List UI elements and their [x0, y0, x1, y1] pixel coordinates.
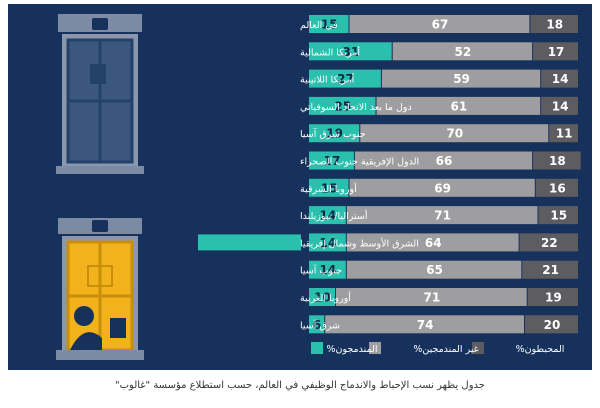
bar-segment-1-row-8: [309, 206, 346, 225]
category-label: الدول الإفريقية جنوب الصحراء: [300, 157, 419, 168]
category-label: جنوب آسيا: [300, 264, 342, 277]
bar-segment-1-row-9: [309, 233, 346, 252]
legend-label: المحبطون%: [516, 344, 565, 355]
data-label: 14: [552, 99, 569, 113]
data-label: 16: [549, 181, 566, 195]
bar-segment-2-row-9: [346, 233, 519, 252]
data-label: 74: [417, 318, 434, 332]
category-label: شرق آسيا: [300, 318, 340, 331]
data-label: 11: [556, 127, 573, 141]
bar-segment-1-row-12: [309, 315, 325, 334]
data-label: 31: [342, 45, 359, 59]
bar-segment-2-row-6: [354, 151, 533, 170]
data-label: 17: [324, 154, 341, 168]
data-label: 14: [320, 209, 337, 223]
category-label: أستراليا/ نيوزيلندا: [300, 209, 368, 222]
bar-segment-2-row-10: [346, 260, 522, 279]
bar-segment-1-row-7: [309, 178, 349, 197]
data-label: 71: [423, 291, 440, 305]
data-label: 14: [320, 263, 337, 277]
legend-label: المندمجون%: [326, 344, 377, 355]
data-label: 22: [541, 236, 558, 250]
category-label: جنوب شرق آسيا: [300, 127, 366, 140]
bar-segment-3-row-1: [530, 15, 578, 33]
category-label: الشرق الأوسط وشمال إفريقيا: [300, 237, 419, 249]
bar-segment-2-row-3: [381, 69, 541, 88]
bar-segment-3-row-4: [541, 96, 578, 115]
data-label: 21: [542, 263, 559, 277]
bar-segment-3-row-12: [525, 315, 578, 334]
category-label-highlight: [198, 234, 301, 251]
lit-window-illustration: [56, 218, 144, 360]
legend-swatch: [472, 342, 484, 354]
data-label: 25: [334, 99, 351, 113]
chart-caption: جدول يظهر نسب الإحباط والاندماج الوظيفي …: [115, 380, 485, 391]
data-label: 27: [337, 72, 354, 86]
bar-segment-2-row-11: [336, 288, 527, 306]
data-label: 15: [321, 18, 338, 32]
category-label: أمريكا اللاتينية: [300, 73, 355, 86]
bar-segment-1-row-6: [309, 151, 354, 170]
data-label: 17: [548, 45, 565, 59]
bar-segment-3-row-8: [538, 206, 578, 225]
data-label: 18: [549, 154, 566, 168]
category-label: في العالم: [300, 20, 338, 31]
data-label: 19: [545, 291, 562, 305]
data-label: 20: [544, 318, 561, 332]
bar-segment-1-row-1: [309, 15, 349, 33]
category-label: دول ما بعد الاتحاد السوفياتي: [300, 102, 412, 113]
data-label: 52: [455, 45, 472, 59]
bar-segment-2-row-5: [360, 124, 549, 143]
category-label: أوروبا الغربية: [300, 291, 351, 304]
data-label: 65: [426, 263, 443, 277]
dark-window-illustration: [56, 14, 144, 174]
bar-segment-3-row-10: [522, 260, 578, 279]
data-label: 59: [453, 72, 470, 86]
bar-segment-3-row-7: [535, 178, 578, 197]
bar-segment-2-row-8: [346, 206, 538, 225]
bar-segment-1-row-2: [309, 42, 392, 61]
data-label: 15: [550, 209, 567, 223]
data-label: 19: [326, 127, 343, 141]
bar-segment-3-row-9: [519, 233, 578, 252]
data-label: 14: [552, 72, 569, 86]
bar-segment-1-row-10: [309, 260, 346, 279]
bar-segment-2-row-4: [376, 96, 541, 115]
bar-segment-2-row-7: [349, 178, 535, 197]
bar-segment-2-row-1: [349, 15, 530, 33]
bar-segment-1-row-5: [309, 124, 360, 143]
bar-segment-2-row-12: [325, 315, 524, 334]
category-label: أوروبا الشرقية: [300, 182, 357, 195]
data-label: 64: [425, 236, 442, 250]
category-label: أمريكا الشمالية: [300, 45, 360, 58]
data-label: 70: [446, 127, 463, 141]
bar-segment-2-row-2: [392, 42, 533, 61]
bar-segment-3-row-2: [533, 42, 578, 61]
bar-segment-3-row-11: [527, 288, 578, 306]
legend-swatch: [369, 342, 381, 354]
bar-segment-3-row-5: [549, 124, 578, 143]
legend-label: غير المندمجين%: [413, 344, 478, 355]
bar-segment-1-row-4: [309, 96, 376, 115]
data-label: 71: [434, 209, 451, 223]
data-label: 14: [320, 236, 337, 250]
data-label: 61: [450, 99, 467, 113]
bar-segment-3-row-6: [533, 151, 581, 170]
legend-swatch: [311, 342, 323, 354]
bar-segment-1-row-3: [309, 69, 381, 88]
data-label: 15: [321, 181, 338, 195]
data-label: 66: [436, 154, 453, 168]
data-label: 10: [314, 291, 331, 305]
data-label: 67: [432, 18, 449, 32]
bar-segment-3-row-3: [541, 69, 578, 88]
data-label: 6: [313, 318, 321, 332]
data-label: 69: [434, 181, 451, 195]
data-label: 18: [546, 18, 563, 32]
bar-segment-1-row-11: [309, 288, 335, 306]
